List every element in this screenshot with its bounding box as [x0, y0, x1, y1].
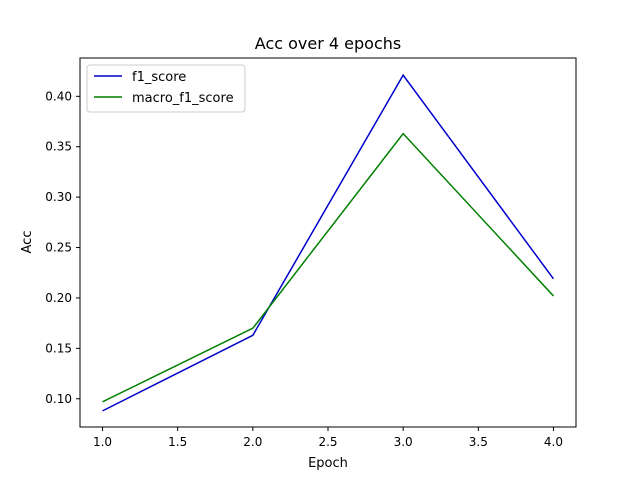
- y-axis: 0.10 0.15 0.20 0.25 0.30 0.35 0.40: [45, 89, 80, 406]
- x-tick-label: 1.0: [93, 435, 112, 449]
- x-tick-label: 2.5: [318, 435, 337, 449]
- x-tick-label: 3.5: [469, 435, 488, 449]
- series-lines: [102, 73, 555, 412]
- series-line-f1-score: [102, 73, 555, 412]
- series-line-macro-f1-score: [102, 132, 555, 403]
- x-tick-label: 3.0: [394, 435, 413, 449]
- x-axis-title: Epoch: [308, 456, 348, 471]
- y-tick-label: 0.30: [45, 190, 72, 204]
- x-tick-label: 4.0: [544, 435, 563, 449]
- y-tick-label: 0.15: [45, 341, 72, 355]
- y-tick-label: 0.35: [45, 140, 72, 154]
- x-axis: 1.0 1.5 2.0 2.5 3.0 3.5 4.0: [93, 427, 563, 449]
- x-tick-label: 2.0: [243, 435, 262, 449]
- x-tick-label: 1.5: [168, 435, 187, 449]
- y-tick-label: 0.40: [45, 89, 72, 103]
- legend-label-macro-f1-score: macro_f1_score: [132, 91, 234, 106]
- y-axis-title: Acc: [20, 231, 35, 254]
- legend-box: [86, 64, 246, 113]
- legend-label-f1-score: f1_score: [132, 70, 186, 85]
- plot-area: [79, 57, 577, 428]
- y-tick-label: 0.20: [45, 291, 72, 305]
- y-tick-label: 0.10: [45, 392, 72, 406]
- legend: f1_score macro_f1_score: [86, 64, 246, 113]
- y-tick-label: 0.25: [45, 241, 72, 255]
- chart-title: Acc over 4 epochs: [255, 34, 401, 53]
